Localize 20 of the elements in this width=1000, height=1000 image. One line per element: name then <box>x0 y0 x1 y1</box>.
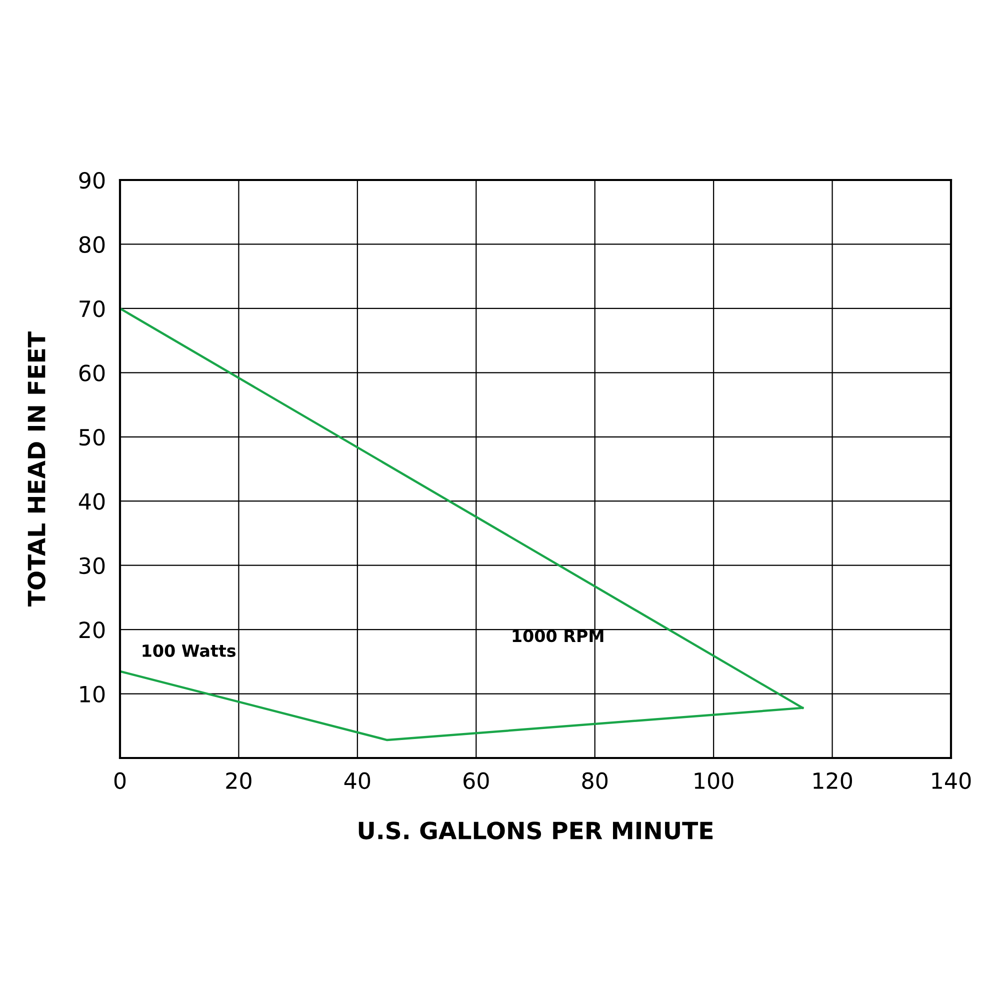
y-tick-label: 70 <box>80 300 105 318</box>
y-tick-label: 90 <box>79 172 105 189</box>
y-tick-label: 50 <box>80 428 105 446</box>
y-tick-label: 10 <box>80 686 105 703</box>
y-tick-label: 60 <box>79 364 105 382</box>
y-tick-label: 30 <box>80 557 105 574</box>
y-tick-label: 20 <box>79 622 105 638</box>
x-tick-label: 0 <box>114 772 126 790</box>
y-tick-label: 80 <box>79 236 105 253</box>
x-tick-label: 100 <box>694 772 734 790</box>
x-tick-label: 60 <box>464 772 489 790</box>
x-tick-label: 80 <box>582 772 608 790</box>
x-axis-title: U.S. GALLONS PER MINUTE <box>358 822 713 840</box>
y-tick-label: 40 <box>78 493 105 510</box>
y-axis-title: TOTAL HEAD IN FEET <box>28 332 46 607</box>
x-tick-label: 40 <box>344 772 370 790</box>
series-label: 100 Watts <box>142 644 236 657</box>
x-tick-label: 120 <box>814 772 852 790</box>
x-tick-label: 20 <box>226 772 252 790</box>
x-tick-label: 140 <box>932 772 971 790</box>
